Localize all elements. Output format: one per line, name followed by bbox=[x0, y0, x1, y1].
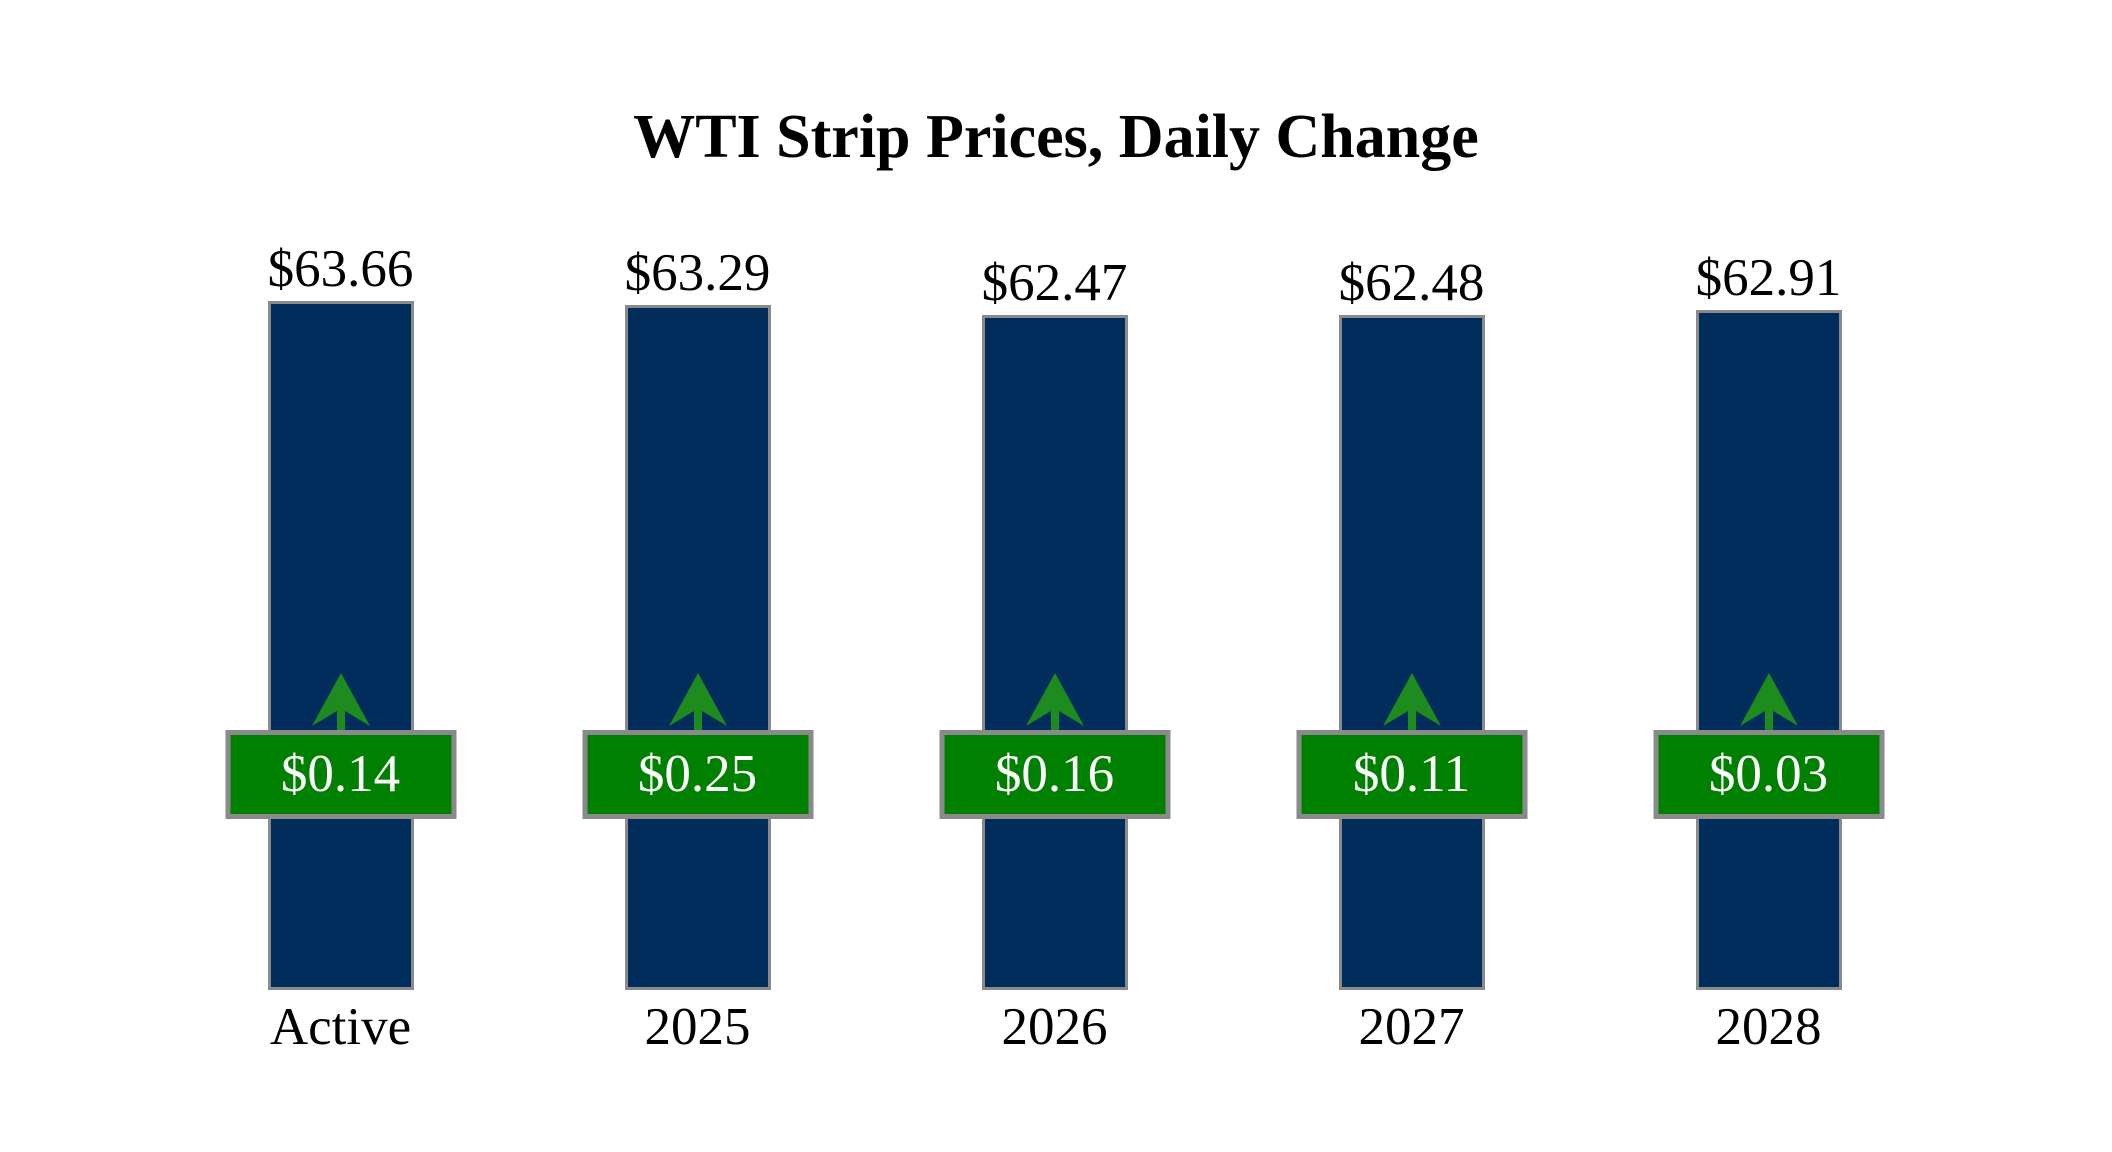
strip-price-bar bbox=[981, 315, 1128, 990]
price-label: $62.48 bbox=[1338, 253, 1485, 312]
daily-change-badge: $0.25 bbox=[582, 730, 813, 819]
daily-change-badge: $0.03 bbox=[1653, 730, 1884, 819]
strip-price-bar bbox=[1695, 309, 1842, 990]
up-arrow-icon bbox=[311, 673, 370, 733]
bar-group-2026: $62.47 $0.16 2026 bbox=[876, 230, 1233, 1080]
category-label: 2025 bbox=[644, 998, 751, 1056]
bar-group-2025: $63.29 $0.25 2025 bbox=[519, 230, 876, 1080]
daily-change-value: $0.16 bbox=[994, 745, 1115, 803]
strip-price-bar bbox=[624, 305, 771, 990]
bar-group-2028: $62.91 $0.03 2028 bbox=[1590, 230, 1947, 1080]
daily-change-badge: $0.11 bbox=[1296, 730, 1527, 819]
daily-change-value: $0.14 bbox=[280, 745, 401, 803]
price-label: $63.66 bbox=[267, 240, 414, 298]
daily-change-value: $0.03 bbox=[1708, 745, 1829, 803]
daily-change-badge: $0.14 bbox=[225, 730, 456, 819]
price-label: $63.29 bbox=[624, 244, 771, 303]
category-label: 2027 bbox=[1358, 998, 1465, 1056]
daily-change-value: $0.25 bbox=[637, 745, 758, 803]
price-label: $62.91 bbox=[1695, 248, 1842, 307]
category-label: 2026 bbox=[1001, 998, 1108, 1056]
category-label: 2028 bbox=[1715, 998, 1822, 1056]
daily-change-badge: $0.16 bbox=[939, 730, 1170, 819]
strip-price-bar bbox=[267, 301, 414, 990]
plot-area: $63.66 $0.14 Active $63.29 $0.25 2025 $6… bbox=[0, 230, 2112, 1080]
strip-price-bar bbox=[1338, 314, 1485, 990]
price-label: $62.47 bbox=[981, 254, 1128, 313]
daily-change-value: $0.11 bbox=[1352, 745, 1471, 803]
chart-title: WTI Strip Prices, Daily Change bbox=[633, 103, 1479, 171]
bar-group-active: $63.66 $0.14 Active bbox=[162, 230, 519, 1080]
up-arrow-icon bbox=[1739, 673, 1798, 733]
up-arrow-icon bbox=[1382, 673, 1441, 733]
up-arrow-icon bbox=[1025, 673, 1084, 733]
category-label: Active bbox=[269, 998, 412, 1056]
bar-group-2027: $62.48 $0.11 2027 bbox=[1233, 230, 1590, 1080]
up-arrow-icon bbox=[668, 673, 727, 733]
